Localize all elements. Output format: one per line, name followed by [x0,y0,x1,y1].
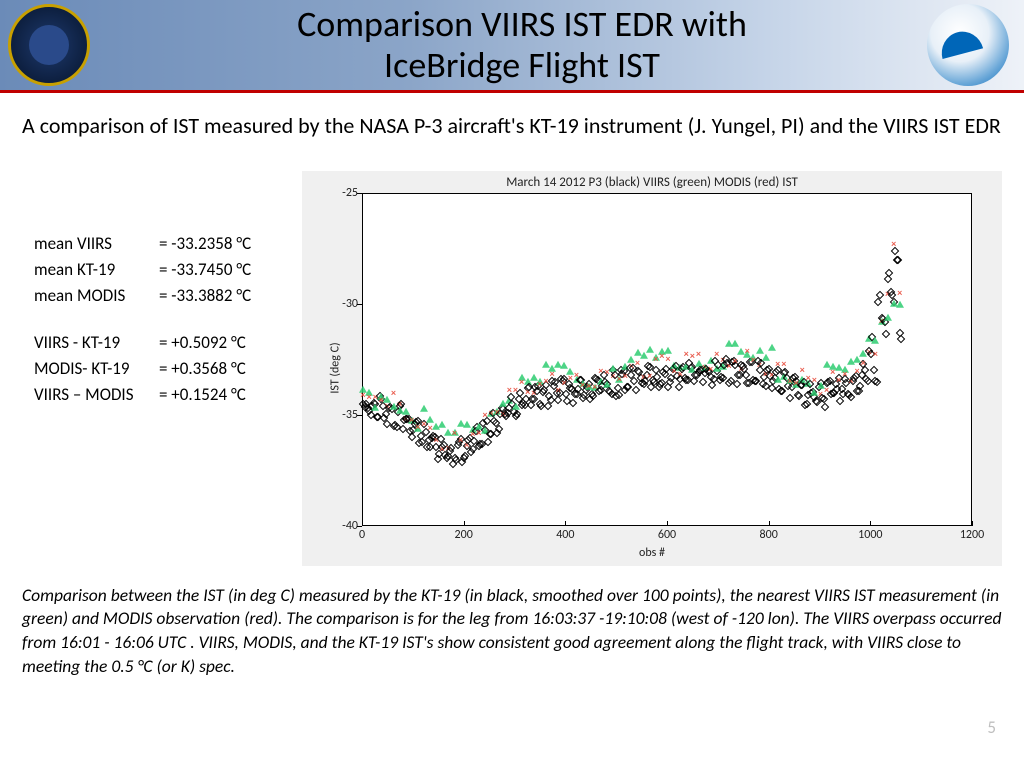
xtick-label: 1200 [960,528,984,542]
ytick-label: -35 [330,408,358,422]
stat-row: mean KT-19= -33.7450 °C [34,257,292,283]
page-number: 5 [987,717,996,738]
xtick-label: 800 [760,528,778,542]
xtick-label: 0 [359,528,365,542]
ytick-label: -30 [330,297,358,311]
chart-title: March 14 2012 P3 (black) VIIRS (green) M… [302,175,1002,190]
xtick-label: 200 [455,528,473,542]
intro-text: A comparison of IST measured by the NASA… [22,111,1002,141]
stat-row: mean MODIS= -33.3882 °C [34,283,292,309]
statistics-block: mean VIIRS= -33.2358 °Cmean KT-19= -33.7… [22,171,292,409]
xtick-label: 600 [658,528,676,542]
diff-row: MODIS- KT-19= +0.3568 °C [34,356,292,382]
figure-caption: Comparison between the IST (in deg C) me… [0,566,1024,679]
ytick-label: -25 [330,186,358,200]
title-line-2: IceBridge Flight IST [384,43,660,87]
diff-row: VIIRS – MODIS= +0.1524 °C [34,382,292,408]
chart-ylabel: IST (deg C) [329,343,343,394]
ist-comparison-chart: March 14 2012 P3 (black) VIIRS (green) M… [302,171,1002,566]
xtick-label: 1000 [858,528,882,542]
nesdis-star-logo [8,4,90,86]
chart-xlabel: obs # [302,546,1002,560]
noaa-logo [927,4,1009,86]
title-line-1: Comparison VIIRS IST EDR with [297,2,747,46]
diff-row: VIIRS - KT-19= +0.5092 °C [34,330,292,356]
xtick-label: 400 [556,528,574,542]
slide-title: Comparison VIIRS IST EDR with IceBridge … [90,4,1024,87]
ytick-label: -40 [330,519,358,533]
chart-plot-area: ××××××××××××××××××××××××××××××××××××××××… [362,193,972,526]
stat-row: mean VIIRS= -33.2358 °C [34,231,292,257]
slide-header: Comparison VIIRS IST EDR with IceBridge … [0,0,1024,90]
